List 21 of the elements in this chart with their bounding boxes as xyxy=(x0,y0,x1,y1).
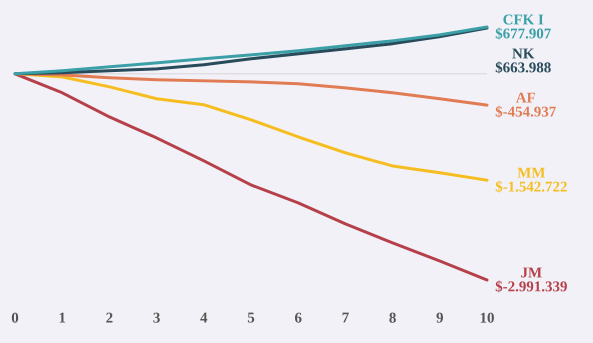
x-tick-label: 0 xyxy=(12,312,18,323)
text: $-1.542.722 xyxy=(496,180,567,193)
x-tick-label: 8 xyxy=(389,312,396,323)
text: NK xyxy=(512,48,534,58)
text: $-454.937 xyxy=(496,106,556,118)
x-tick-label: 2 xyxy=(106,312,112,323)
text: MM xyxy=(517,168,545,178)
series-label: AF xyxy=(516,92,535,103)
x-tick-label: 6 xyxy=(294,312,302,323)
x-tick-label: 3 xyxy=(153,312,160,323)
x-tick-label: 7 xyxy=(342,312,349,322)
text: JM xyxy=(521,268,542,278)
x-tick-label: 1 xyxy=(60,312,66,323)
text: $677.907 xyxy=(496,28,551,40)
x-tick-label: 10 xyxy=(480,312,494,323)
series-label: CFK I xyxy=(503,14,544,25)
x-tick-label: 9 xyxy=(436,312,443,323)
text: $-2.991.339 xyxy=(496,280,567,292)
x-tick-label: 4 xyxy=(200,312,208,322)
x-tick-label: 5 xyxy=(248,312,254,323)
text: $663.988 xyxy=(496,61,551,74)
